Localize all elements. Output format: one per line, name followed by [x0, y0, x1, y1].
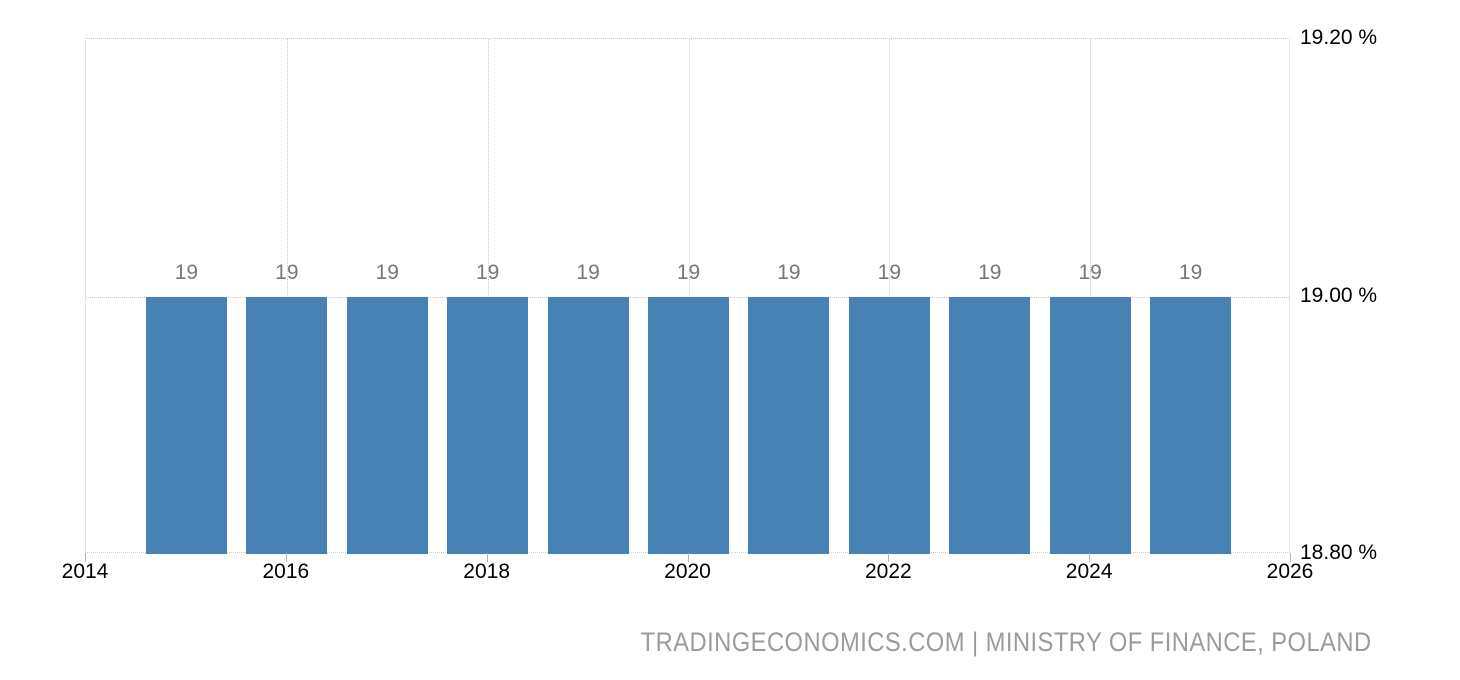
x-axis-tick: [687, 553, 689, 562]
bar-value-label: 19: [576, 260, 600, 284]
y-axis-label: 18.80 %: [1300, 541, 1378, 564]
bar-value-label: 19: [1078, 260, 1102, 284]
bar-2016[interactable]: [246, 296, 328, 554]
bar-2020[interactable]: [648, 296, 729, 554]
gridline-vertical: [889, 39, 891, 552]
bar-2018[interactable]: [447, 296, 529, 554]
x-axis-label: 2024: [1065, 560, 1113, 583]
x-axis-tick: [85, 553, 86, 562]
bar-value-label: 19: [174, 260, 199, 284]
gridline-vertical: [286, 39, 288, 552]
gridline-vertical: [688, 39, 690, 552]
bar-value-label: 19: [1178, 260, 1203, 284]
bar-value-label: 19: [375, 260, 399, 284]
bar-2021[interactable]: [748, 296, 830, 554]
bar-2017[interactable]: [346, 296, 428, 554]
plot-area: 19 19 19 19 19 19 19 19 19 19 19: [85, 38, 1290, 554]
x-axis-label: 2016: [262, 560, 310, 583]
x-axis-label: 2022: [864, 560, 912, 583]
gridline-vertical: [1090, 39, 1092, 552]
x-axis-tick: [1089, 553, 1091, 562]
bar-value-label: 19: [777, 260, 801, 284]
x-axis-label: 2014: [61, 560, 109, 583]
bar-2019[interactable]: [547, 296, 629, 554]
bar-value-label: 19: [676, 260, 701, 284]
x-axis-label: 2020: [664, 560, 711, 583]
bar-2025[interactable]: [1150, 296, 1232, 554]
x-axis-label: 2026: [1266, 560, 1314, 583]
bar-value-label: 19: [877, 260, 901, 284]
bar-2024[interactable]: [1049, 296, 1131, 554]
x-axis-tick: [888, 553, 890, 562]
bar-value-label: 19: [475, 260, 500, 284]
y-axis-label: 19.20 %: [1300, 26, 1378, 49]
bar-value-label: 19: [275, 260, 299, 284]
bar-value-label: 19: [978, 260, 1002, 284]
x-axis-label: 2018: [463, 560, 511, 583]
bar-2023[interactable]: [949, 296, 1031, 554]
x-axis-tick: [486, 553, 488, 562]
x-axis-tick: [1290, 553, 1291, 562]
bar-2015[interactable]: [145, 296, 227, 554]
x-axis-tick: [285, 553, 287, 562]
bar-2022[interactable]: [848, 296, 930, 554]
attribution: TRADINGECONOMICS.COM | MINISTRY OF FINAN…: [641, 627, 1372, 657]
y-axis-label: 19.00 %: [1300, 283, 1378, 307]
gridline-vertical: [487, 39, 489, 552]
